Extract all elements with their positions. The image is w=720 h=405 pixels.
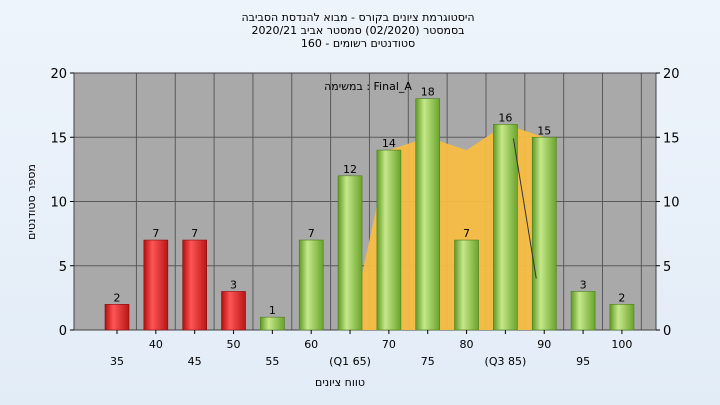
x-tick-label: 55 <box>265 355 279 368</box>
y-axis-right: 0 5 10 15 20 <box>656 67 680 339</box>
bar <box>337 175 363 331</box>
x-axis-title: טווח ציונים <box>315 376 365 389</box>
bar-value-label: 14 <box>382 137 396 150</box>
x-tick-label: 35 <box>110 355 124 368</box>
y-tick-label: 15 <box>50 131 67 146</box>
y-tick-label: 10 <box>50 196 67 211</box>
bar <box>104 303 130 331</box>
y-tick-label-right: 5 <box>663 260 671 275</box>
bar <box>493 124 518 331</box>
x-tick-label: 90 <box>537 338 551 351</box>
bar-value-label: 7 <box>463 227 470 240</box>
y-tick-label-right: 15 <box>663 131 680 146</box>
bar <box>609 303 635 331</box>
bar-value-label: 7 <box>152 227 159 240</box>
bar <box>260 316 285 331</box>
bar <box>143 239 169 331</box>
data-labels: 2 7 7 3 1 7 12 14 18 7 16 15 3 2 <box>114 86 626 317</box>
bar <box>221 291 246 331</box>
bar <box>298 239 324 331</box>
bar-value-label: 3 <box>580 278 587 291</box>
x-tick-label: 100 <box>611 338 632 351</box>
y-axis-left: 0 5 10 15 20 <box>50 67 74 339</box>
y-tick-label-right: 10 <box>663 196 680 211</box>
bar-value-label: 16 <box>498 111 512 124</box>
bars <box>104 98 635 331</box>
y-tick-label-right: 20 <box>663 67 680 82</box>
x-tick-label: 40 <box>149 338 163 351</box>
bar <box>454 239 479 331</box>
x-tick-label: (Q1 65) <box>329 355 371 368</box>
bar <box>531 136 557 331</box>
y-tick-label: 5 <box>59 260 67 275</box>
x-tick-label: (Q3 85) <box>485 355 527 368</box>
x-tick-label: 60 <box>304 338 318 351</box>
bar <box>415 98 441 331</box>
marker-line <box>512 138 537 279</box>
x-tick-label: 45 <box>188 355 202 368</box>
x-tick-label: 95 <box>576 355 590 368</box>
bar-value-label: 1 <box>269 304 276 317</box>
bar-value-label: 3 <box>230 278 237 291</box>
bar-value-label: 7 <box>191 227 198 240</box>
bar <box>182 239 207 331</box>
y-tick-label: 20 <box>50 67 67 82</box>
chart-title-line-1: היסטוגרמת ציונים בקורס - מבוא להנדסת הסב… <box>241 11 474 24</box>
bar <box>570 291 596 331</box>
x-tick-label: 75 <box>421 355 435 368</box>
bar <box>376 149 402 331</box>
x-tick-label: 80 <box>460 338 474 351</box>
y-axis-title: מספר סטודנטים <box>25 164 38 240</box>
chart-title-line-2: בסמסטר (02/2020) סמסטר אביב 2020/21 <box>251 24 464 37</box>
bar-value-label: 12 <box>343 163 357 176</box>
chart-title-line-3: סטודנטים רשומים - 160 <box>301 37 415 50</box>
bar-value-label: 7 <box>308 227 315 240</box>
y-tick-label-right: 0 <box>663 324 671 339</box>
bar-value-label: 15 <box>537 124 551 137</box>
bar-value-label: 2 <box>114 291 121 304</box>
x-tick-label: 50 <box>227 338 241 351</box>
bar-value-label: 2 <box>618 291 625 304</box>
task-annotation: במשימה : Final_A <box>324 80 412 93</box>
bar-value-label: 18 <box>421 86 435 99</box>
x-tick-label: 70 <box>382 338 396 351</box>
y-tick-label: 0 <box>59 324 67 339</box>
x-axis: 35 40 45 50 55 60 (Q1 65) 70 75 80 (Q3 85) 90 95 100 <box>110 330 632 368</box>
